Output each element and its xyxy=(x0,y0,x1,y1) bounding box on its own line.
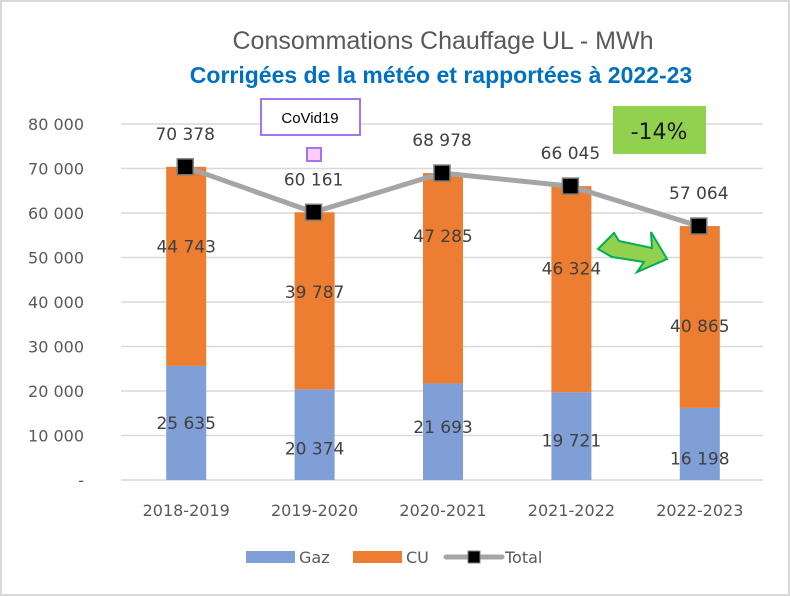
covid-callout-box xyxy=(260,98,361,136)
x-tick-label: 2019-2020 xyxy=(271,501,358,520)
legend-swatch-gaz xyxy=(246,551,295,563)
bar-cu xyxy=(551,186,592,393)
data-label-gaz: 21 693 xyxy=(413,418,472,438)
bar-gaz xyxy=(679,407,720,480)
legend-label-gaz: Gaz xyxy=(299,548,330,567)
y-tick-label: 30 000 xyxy=(28,338,84,357)
data-label-gaz: 16 198 xyxy=(670,449,729,469)
data-label-total: 68 978 xyxy=(412,131,471,151)
total-line xyxy=(176,158,708,235)
bar-cu xyxy=(679,226,720,408)
percent-change-text: -14% xyxy=(631,120,688,145)
chart-subtitle: Corrigées de la météo et rapportées à 20… xyxy=(190,62,692,88)
y-tick-label: 40 000 xyxy=(28,293,84,312)
covid-callout-text: CoVid19 xyxy=(281,110,338,127)
chart-title: Consommations Chauffage UL - MWh xyxy=(232,27,653,55)
percent-change-box xyxy=(613,106,706,154)
x-tick-label: 2022-2023 xyxy=(656,501,743,520)
data-label-total: 66 045 xyxy=(541,144,600,164)
x-tick-label: 2018-2019 xyxy=(143,501,230,520)
x-axis-tick-labels: 2018-2019 2019-2020 2020-2021 2021-2022 2022… xyxy=(143,501,744,520)
bar-gaz xyxy=(166,365,207,480)
data-labels: 25 635 44 743 20 374 39 787 21 693 47 285 19 7… xyxy=(155,125,729,470)
y-axis-tick-labels: - 10 000 20 000 30 000 40 000 50 000 60 000 70 … xyxy=(28,115,84,490)
y-tick-label: 20 000 xyxy=(28,382,84,401)
bar-gaz xyxy=(294,389,335,480)
y-tick-label: 60 000 xyxy=(28,204,84,223)
y-tick-label: 10 000 xyxy=(28,427,84,446)
bar-cu xyxy=(294,212,335,390)
data-label-cu: 44 743 xyxy=(156,237,215,257)
legend-marker-total xyxy=(467,550,481,564)
data-label-cu: 47 285 xyxy=(413,227,472,247)
total-marker xyxy=(304,203,323,222)
legend: Gaz CU Total xyxy=(246,548,542,567)
legend-swatch-cu xyxy=(353,551,402,563)
bar-gaz xyxy=(551,392,592,480)
bars xyxy=(166,166,720,480)
legend-label-cu: CU xyxy=(406,548,429,567)
total-marker xyxy=(176,158,194,176)
total-marker xyxy=(561,177,580,195)
trend-arrow-icon xyxy=(596,231,669,275)
bar-cu xyxy=(166,166,207,366)
data-label-gaz: 25 635 xyxy=(156,414,215,434)
data-label-cu: 39 787 xyxy=(285,283,344,303)
y-tick-label: 70 000 xyxy=(28,160,84,179)
data-label-gaz: 20 374 xyxy=(285,439,344,459)
total-marker xyxy=(690,217,708,235)
covid-marker-square xyxy=(306,147,322,162)
bar-gaz xyxy=(423,383,463,480)
x-tick-label: 2021-2022 xyxy=(528,501,615,520)
data-label-cu: 46 324 xyxy=(542,260,601,280)
percent-change-annotation: -14% xyxy=(613,106,706,154)
data-label-gaz: 19 721 xyxy=(542,432,601,452)
bar-cu xyxy=(423,173,463,384)
data-label-cu: 40 865 xyxy=(670,317,729,337)
y-tick-label: 50 000 xyxy=(28,249,84,268)
legend-label-total: Total xyxy=(504,548,542,567)
total-marker xyxy=(433,164,451,182)
x-tick-label: 2020-2021 xyxy=(399,501,486,520)
data-label-total: 57 064 xyxy=(669,184,728,204)
data-label-total: 70 378 xyxy=(155,125,214,145)
y-tick-label: - xyxy=(78,471,84,490)
data-label-total: 60 161 xyxy=(284,170,343,190)
covid-annotation: CoVid19 xyxy=(260,98,361,162)
y-tick-label: 80 000 xyxy=(28,115,84,134)
